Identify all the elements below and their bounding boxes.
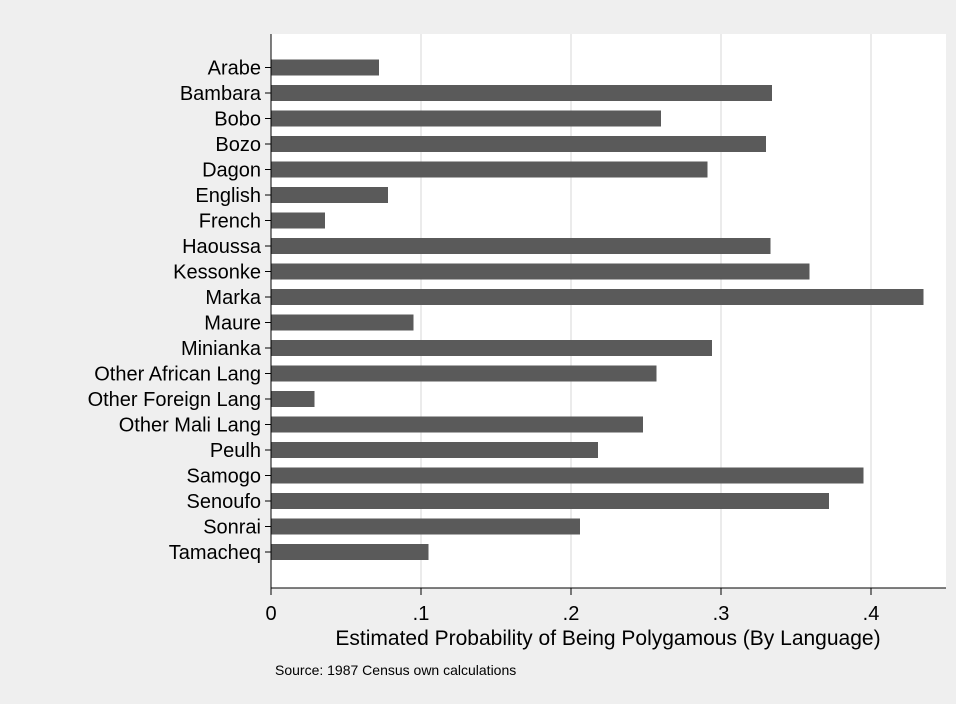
x-tick-label: .2 [563,603,580,625]
category-label: Marka [205,287,261,309]
category-label: Kessonke [173,262,261,284]
category-label: French [199,211,261,233]
bar-senoufo [271,493,829,509]
axes [270,34,946,589]
x-axis-title: Estimated Probability of Being Polygamou… [335,627,880,650]
bar-english [271,187,388,203]
bar-other-foreign-lang [271,391,315,407]
category-label: Maure [204,313,261,335]
bar-other-mali-lang [271,416,643,433]
bar-bobo [271,110,661,127]
bar-arabe [271,59,379,76]
bar-minianka [271,340,712,356]
bar-bambara [271,85,772,101]
category-label: Other Mali Lang [119,415,261,437]
bar-tamacheq [271,544,429,560]
x-tick-label: 0 [265,603,276,625]
category-label: Other Foreign Lang [88,389,261,411]
category-label: Haoussa [182,236,262,258]
x-tick-label: .1 [413,603,430,625]
bar-haoussa [271,238,771,254]
bar-marka [271,289,924,305]
bar-dagon [271,161,708,178]
bar-bozo [271,136,766,152]
x-tick-label: .4 [863,603,880,625]
category-label: Minianka [181,338,262,360]
category-label: Bobo [214,109,261,131]
bar-peulh [271,442,598,458]
bar-sonrai [271,518,580,535]
category-label: Peulh [210,440,261,462]
category-label: Bambara [180,83,262,105]
bar-maure [271,314,414,331]
bar-kessonke [271,263,810,280]
source-note: Source: 1987 Census own calculations [275,662,516,678]
category-label: Other African Lang [94,364,261,386]
category-label: Sonrai [203,517,261,539]
category-label: English [195,185,261,207]
bars [271,59,924,560]
category-label: Dagon [202,160,261,182]
category-label: Arabe [208,58,261,80]
bar-samogo [271,467,864,484]
category-label: Bozo [215,134,261,156]
x-tick-labels: 0 .1 .2 .3 .4 [265,588,879,625]
bar-other-african-lang [271,365,657,382]
category-labels: Arabe Bambara Bobo Bozo Dagon English French Ha… [88,58,271,564]
x-tick-label: .3 [713,603,730,625]
category-label: Tamacheq [169,542,261,564]
bar-french [271,212,325,229]
category-label: Samogo [187,466,262,488]
category-label: Senoufo [186,491,261,513]
